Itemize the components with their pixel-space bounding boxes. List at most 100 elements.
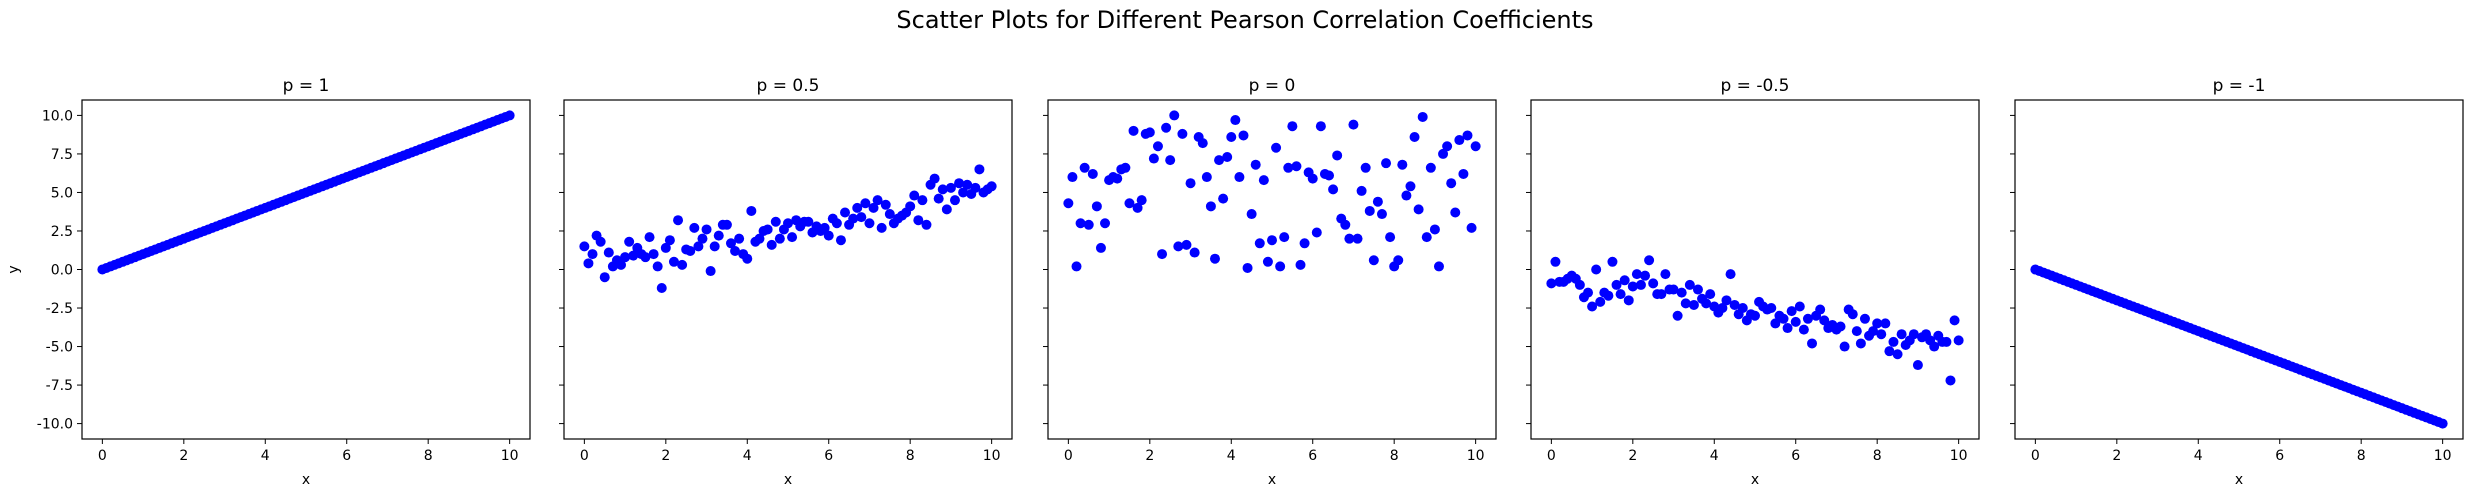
- scatter-point: [1152, 141, 1163, 152]
- scatter-point: [1888, 336, 1899, 347]
- scatter-point: [1095, 242, 1106, 253]
- scatter-point: [1839, 341, 1850, 352]
- scatter-point: [1144, 127, 1155, 138]
- scatter-point: [929, 173, 940, 184]
- scatter-point: [1672, 310, 1683, 321]
- scatter-point: [974, 164, 985, 175]
- scatter-point: [860, 198, 871, 209]
- y-tick-label: 2.5: [51, 224, 73, 240]
- y-tick-label: -10.0: [37, 417, 73, 433]
- scatter-point: [1896, 329, 1907, 340]
- x-tick-label: 4: [1227, 448, 1236, 464]
- scatter-point: [1226, 131, 1237, 142]
- x-tick-label: 8: [424, 448, 433, 464]
- scatter-point: [1157, 249, 1168, 260]
- scatter-point: [1421, 232, 1432, 243]
- scatter-point: [1631, 269, 1642, 280]
- subplot-title: p = 0: [1249, 76, 1296, 96]
- scatter-point: [1648, 278, 1659, 289]
- y-axis-label: y: [6, 265, 22, 273]
- scatter-point: [599, 272, 610, 283]
- scatter-point: [1356, 185, 1367, 196]
- scatter-point: [644, 232, 655, 243]
- x-tick-label: 10: [1467, 448, 1485, 464]
- scatter-point: [819, 222, 830, 233]
- scatter-point: [1851, 326, 1862, 337]
- scatter-point: [1376, 209, 1387, 220]
- scatter-point: [616, 259, 627, 270]
- scatter-point: [787, 232, 798, 243]
- scatter-point: [1185, 178, 1196, 189]
- scatter-point: [1688, 299, 1699, 310]
- scatter-point: [1340, 219, 1351, 230]
- scatter-point: [1071, 261, 1082, 272]
- x-tick-label: 4: [2194, 448, 2203, 464]
- scatter-point: [1401, 190, 1412, 201]
- scatter-point: [823, 230, 834, 241]
- scatter-point: [1446, 178, 1457, 189]
- scatter-point: [1880, 318, 1891, 329]
- x-tick-label: 0: [1064, 448, 1073, 464]
- scatter-point: [1409, 131, 1420, 142]
- y-tick-label: 0.0: [51, 263, 73, 279]
- x-tick-label: 6: [1308, 448, 1317, 464]
- subplot-5: p = -1 0 2 4 6 8 10 x: [2010, 76, 2464, 488]
- scatter-point: [624, 236, 635, 247]
- x-tick-label: 2: [661, 448, 670, 464]
- subplot-2: p = 0.5 0 2 4 6 8 10 x: [559, 76, 1013, 488]
- scatter-point: [1450, 207, 1461, 218]
- x-tick-label: 4: [261, 448, 270, 464]
- figure-title: Scatter Plots for Different Pearson Corr…: [896, 6, 1593, 34]
- scatter-point: [685, 246, 696, 257]
- scatter-point: [1635, 279, 1646, 290]
- scatter-point: [1794, 301, 1805, 312]
- x-tick-label: 10: [2434, 448, 2452, 464]
- scatter-point: [1165, 155, 1176, 166]
- scatter-point: [1136, 195, 1147, 206]
- scatter-point: [1328, 184, 1339, 195]
- subplot-grid: p = 1 0 2 4 6 8 10 -10.0 -7.5 -5.0 -2.5 0.0 2.5 5.0 7.…: [6, 76, 2464, 488]
- scatter-point: [1717, 303, 1728, 314]
- scatter-point: [1462, 130, 1473, 141]
- x-tick-label: 6: [2275, 448, 2284, 464]
- scatter-point: [1332, 150, 1343, 161]
- scatter-point: [1161, 122, 1172, 133]
- scatter-point: [958, 187, 969, 198]
- scatter-point: [1246, 209, 1257, 220]
- scatter-point: [1876, 329, 1887, 340]
- scatter-point: [1177, 128, 1188, 139]
- scatter-point: [770, 216, 781, 227]
- scatter-point: [1100, 218, 1111, 229]
- scatter-point: [909, 190, 920, 201]
- y-tick-label: 10.0: [42, 108, 73, 124]
- scatter-point: [1091, 201, 1102, 212]
- scatter-point: [1299, 238, 1310, 249]
- x-tick-label: 10: [1950, 448, 1968, 464]
- scatter-point: [1218, 193, 1229, 204]
- scatter-point: [1279, 232, 1290, 243]
- scatter-point: [628, 250, 639, 261]
- scatter-point: [1546, 278, 1557, 289]
- scatter-point: [803, 216, 814, 227]
- x-tick-label: 4: [743, 448, 752, 464]
- scatter-point: [1668, 284, 1679, 295]
- scatter-point: [905, 201, 916, 212]
- scatter-point: [1640, 270, 1651, 281]
- scatter-point: [697, 233, 708, 244]
- scatter-point: [620, 252, 631, 263]
- scatter-point: [1802, 313, 1813, 324]
- scatter-point: [1169, 110, 1180, 121]
- x-tick-label: 2: [1145, 448, 1154, 464]
- scatter-point: [1855, 338, 1866, 349]
- x-tick-label: 10: [983, 448, 1001, 464]
- x-tick-label: 0: [2031, 448, 2040, 464]
- scatter-point: [1254, 238, 1265, 249]
- scatter-point: [1344, 233, 1355, 244]
- x-tick-label: 0: [98, 448, 107, 464]
- scatter-point: [705, 266, 716, 277]
- scatter-point: [941, 204, 952, 215]
- scatter-point: [1173, 241, 1184, 252]
- subplot-title: p = -1: [2213, 76, 2266, 96]
- scatter-point: [962, 179, 973, 190]
